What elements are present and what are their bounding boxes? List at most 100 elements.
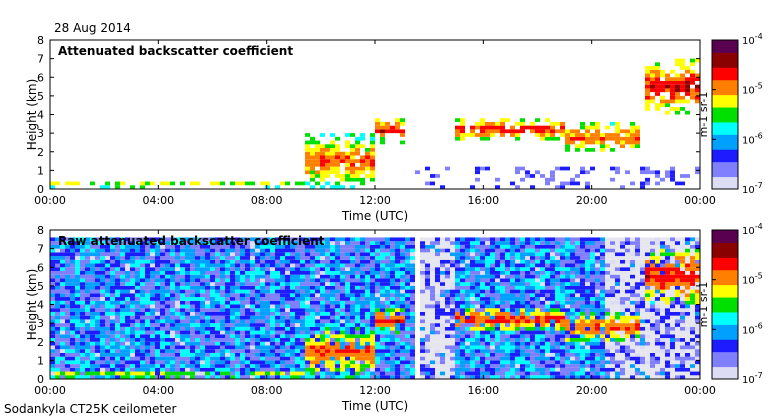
heatmap-cell	[130, 349, 135, 353]
heatmap-cell	[195, 285, 200, 290]
y-tick-label: 6	[37, 71, 44, 84]
heatmap-cell	[590, 293, 595, 298]
heatmap-cell	[275, 248, 280, 253]
heatmap-cell	[235, 364, 240, 368]
heatmap-cell	[475, 360, 480, 365]
heatmap-cell	[450, 371, 455, 376]
heatmap-cell	[545, 244, 550, 249]
heatmap-cell	[460, 304, 465, 309]
heatmap-cell	[325, 282, 330, 286]
heatmap-cell	[550, 248, 555, 253]
heatmap-cell	[520, 121, 525, 126]
heatmap-cell	[350, 267, 355, 271]
heatmap-cell	[155, 293, 160, 298]
heatmap-cell	[405, 319, 410, 324]
heatmap-cell	[310, 166, 315, 171]
heatmap-cell	[160, 300, 165, 305]
heatmap-cell	[490, 304, 495, 309]
heatmap-cell	[540, 345, 545, 350]
heatmap-cell	[550, 319, 555, 324]
heatmap-cell	[380, 133, 385, 137]
heatmap-cell	[185, 256, 190, 260]
heatmap-cell	[175, 237, 180, 242]
heatmap-cell	[525, 360, 530, 365]
heatmap-cell	[480, 237, 485, 242]
heatmap-cell	[585, 338, 590, 342]
heatmap-cell	[185, 338, 190, 342]
heatmap-cell	[560, 326, 565, 331]
heatmap-cell	[435, 371, 440, 376]
heatmap-cell	[345, 263, 350, 268]
heatmap-cell	[465, 263, 470, 268]
heatmap-cell	[115, 259, 120, 264]
heatmap-cell	[225, 360, 230, 365]
heatmap-cell	[450, 330, 455, 335]
heatmap-cell	[135, 308, 140, 312]
heatmap-cell	[110, 326, 115, 331]
heatmap-cell	[450, 289, 455, 294]
heatmap-cell	[335, 162, 340, 167]
heatmap-cell	[60, 256, 65, 260]
heatmap-cell	[140, 241, 145, 245]
heatmap-cell	[535, 274, 540, 279]
heatmap-cell	[440, 356, 445, 361]
heatmap-cell	[445, 241, 450, 245]
heatmap-cell	[310, 285, 315, 290]
heatmap-cell	[115, 256, 120, 260]
heatmap-cell	[670, 170, 675, 175]
heatmap-cell	[400, 349, 405, 353]
heatmap-cell	[680, 84, 685, 89]
heatmap-cell	[135, 360, 140, 365]
heatmap-cell	[330, 274, 335, 279]
heatmap-cell	[205, 297, 210, 301]
heatmap-cell	[135, 267, 140, 271]
heatmap-cell	[360, 371, 365, 376]
heatmap-cell	[475, 270, 480, 275]
heatmap-cell	[115, 352, 120, 357]
heatmap-cell	[125, 326, 130, 331]
heatmap-cell	[205, 349, 210, 353]
heatmap-cell	[585, 259, 590, 264]
colorbar-swatch	[712, 99, 738, 103]
heatmap-cell	[365, 356, 370, 361]
heatmap-cell	[600, 319, 605, 324]
heatmap-cell	[435, 278, 440, 283]
heatmap-cell	[410, 274, 415, 279]
heatmap-cell	[290, 315, 295, 320]
heatmap-cell	[410, 282, 415, 286]
heatmap-cell	[615, 371, 620, 376]
heatmap-cell	[60, 297, 65, 301]
heatmap-cell	[580, 244, 585, 249]
heatmap-cell	[380, 345, 385, 350]
heatmap-cell	[175, 356, 180, 361]
heatmap-cell	[300, 338, 305, 342]
heatmap-cell	[610, 315, 615, 320]
heatmap-cell	[175, 259, 180, 264]
heatmap-cell	[650, 170, 655, 175]
heatmap-cell	[470, 259, 475, 264]
heatmap-cell	[395, 330, 400, 335]
heatmap-cell	[185, 285, 190, 290]
heatmap-cell	[260, 319, 265, 324]
heatmap-cell	[465, 248, 470, 253]
heatmap-cell	[325, 170, 330, 175]
heatmap-cell	[235, 323, 240, 327]
heatmap-cell	[485, 330, 490, 335]
heatmap-cell	[580, 297, 585, 301]
heatmap-cell	[320, 304, 325, 309]
heatmap-cell	[245, 263, 250, 268]
heatmap-cell	[255, 274, 260, 279]
heatmap-cell	[475, 267, 480, 271]
heatmap-cell	[460, 289, 465, 294]
heatmap-cell	[100, 375, 105, 379]
heatmap-cell	[170, 308, 175, 312]
heatmap-cell	[275, 274, 280, 279]
heatmap-cell	[540, 349, 545, 353]
heatmap-cell	[675, 181, 680, 186]
heatmap-cell	[210, 278, 215, 283]
heatmap-cell	[600, 278, 605, 283]
heatmap-cell	[565, 360, 570, 365]
heatmap-cell	[500, 129, 505, 134]
heatmap-cell	[560, 259, 565, 264]
heatmap-cell	[440, 345, 445, 350]
